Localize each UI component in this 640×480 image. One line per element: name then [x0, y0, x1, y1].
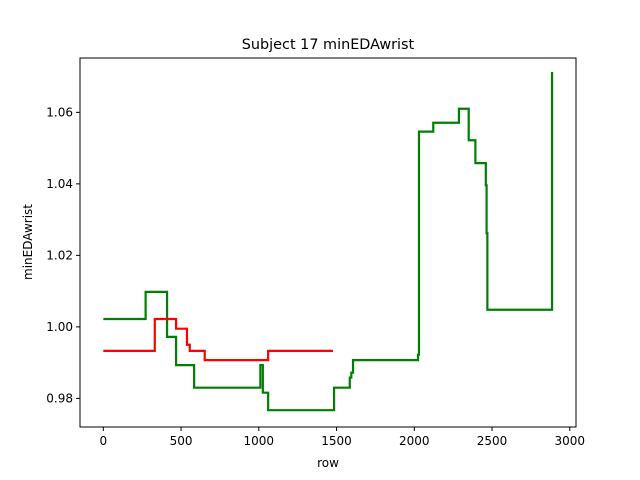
chart-title: Subject 17 minEDAwrist	[242, 37, 415, 53]
x-axis-label: row	[317, 456, 339, 470]
series-line-0	[103, 71, 554, 412]
y-axis-label: minEDAwrist	[21, 204, 35, 280]
y-tick-label: 1.00	[46, 320, 73, 334]
x-tick-label: 1000	[244, 434, 275, 448]
y-tick-label: 1.06	[46, 105, 73, 119]
x-tick-label: 500	[170, 434, 193, 448]
y-tick-label: 1.02	[46, 248, 73, 262]
x-tick-label: 3000	[555, 434, 586, 448]
x-tick-label: 2500	[477, 434, 508, 448]
y-axis-ticks: 0.98 1.00 1.02 1.04 1.06	[46, 105, 80, 405]
y-tick-label: 1.04	[46, 177, 73, 191]
series-layer	[103, 71, 554, 412]
x-tick-label: 0	[100, 434, 108, 448]
plot-frame	[79, 57, 577, 428]
x-tick-label: 2000	[399, 434, 430, 448]
x-axis-ticks: 0 500 1000 1500 2000 2500 3000	[100, 427, 586, 448]
x-tick-label: 1500	[321, 434, 352, 448]
series-line-1	[103, 317, 333, 362]
y-tick-label: 0.98	[46, 391, 73, 405]
